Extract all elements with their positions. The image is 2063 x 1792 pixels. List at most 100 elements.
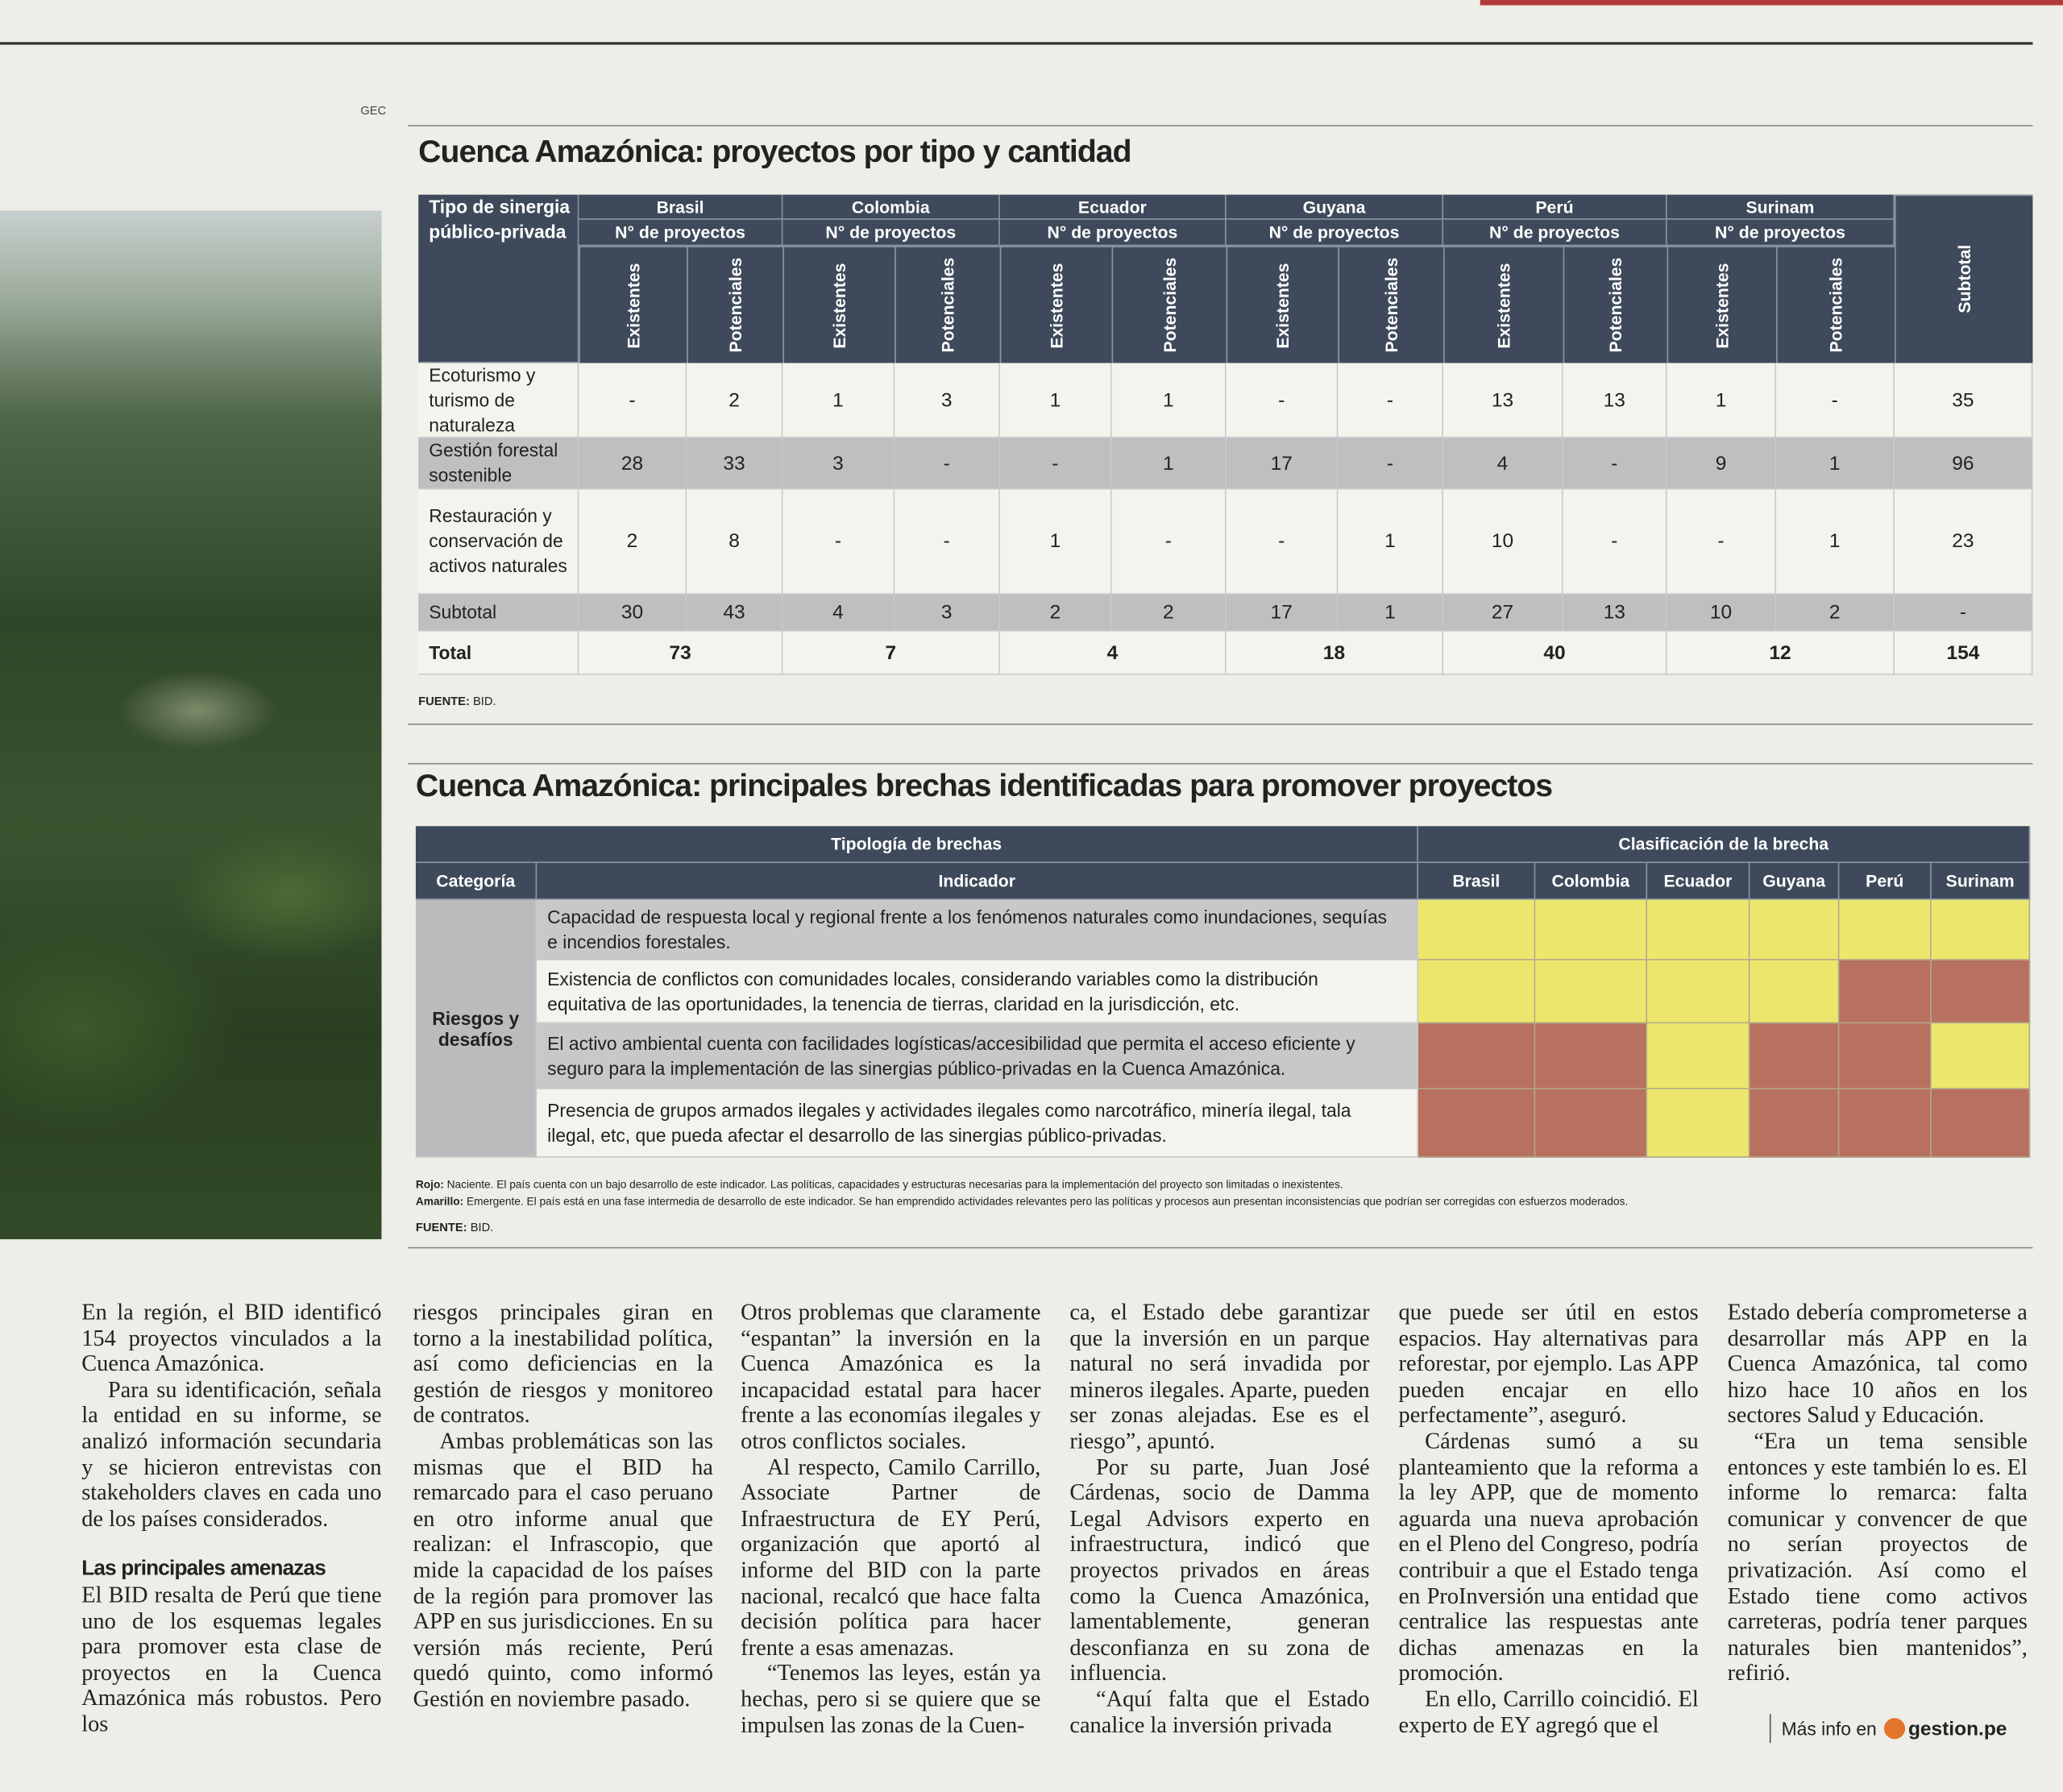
cell: - xyxy=(1667,489,1777,595)
legend-note: Rojo: Naciente. El país cuenta con un ba… xyxy=(416,1177,1343,1190)
rating-cell xyxy=(1418,960,1536,1024)
cell: 1 xyxy=(999,489,1112,595)
cell: 33 xyxy=(687,438,783,490)
rating-cell xyxy=(1839,960,1932,1024)
potential-header: Potenciales xyxy=(1776,246,1895,363)
header-cell: Tipo de sinergia público-privada xyxy=(418,194,579,363)
rating-cell xyxy=(1418,1089,1536,1158)
row-label: Subtotal xyxy=(418,594,579,632)
indicator-cell: Presencia de grupos armados ilegales y a… xyxy=(537,1089,1418,1158)
cell: 17 xyxy=(1226,594,1339,632)
group-header: Tipología de brechas xyxy=(415,826,1418,864)
rating-cell xyxy=(1418,899,1536,960)
count-header: N° de proyectos xyxy=(782,219,1000,247)
rating-cell xyxy=(1647,1023,1750,1089)
article-column: riesgos principales giran en torno a la … xyxy=(413,1299,713,1712)
paragraph: En la región, el BID identificó 154 proy… xyxy=(81,1298,382,1377)
potential-header: Potenciales xyxy=(895,246,1000,363)
total-cell: 7 xyxy=(782,631,1000,675)
potential-header: Potenciales xyxy=(687,246,783,363)
site-name: gestion.pe xyxy=(1907,1717,2007,1740)
cell: 27 xyxy=(1443,594,1563,632)
source-label: FUENTE: xyxy=(418,695,470,708)
rating-cell xyxy=(1839,899,1932,960)
cell: 4 xyxy=(782,594,895,632)
potential-header: Potenciales xyxy=(1338,246,1444,363)
cell: - xyxy=(1563,438,1667,490)
group-header: Clasificación de la brecha xyxy=(1418,826,2031,864)
total-cell: 18 xyxy=(1226,631,1444,675)
rule xyxy=(408,723,2033,725)
country-header: Brasil xyxy=(1418,863,1536,900)
forest-photo xyxy=(0,210,382,1239)
cell: 1 xyxy=(1776,489,1895,595)
table-title: Cuenca Amazónica: proyectos por tipo y c… xyxy=(418,134,1131,170)
cell: 28 xyxy=(579,438,687,490)
rating-cell xyxy=(1418,1023,1536,1089)
source: FUENTE: BID. xyxy=(416,1221,493,1234)
total-cell: 4 xyxy=(999,631,1227,675)
row-label: Restauración y conservación de activos n… xyxy=(418,489,579,595)
rating-cell xyxy=(1750,899,1840,960)
count-header: N° de proyectos xyxy=(1226,219,1444,247)
cell: - xyxy=(1895,594,2033,632)
total-cell: 12 xyxy=(1667,631,1895,675)
cell: - xyxy=(1338,363,1444,438)
rating-cell xyxy=(1750,1023,1840,1089)
country-header: Ecuador xyxy=(999,194,1227,220)
more-info: Más info en gestion.pe xyxy=(1769,1714,2007,1744)
cell: 1 xyxy=(1111,363,1227,438)
cell: 96 xyxy=(1895,438,2033,490)
cell: - xyxy=(1338,438,1444,490)
category-header: Categoría xyxy=(415,863,538,900)
existing-header: Existentes xyxy=(1443,246,1563,363)
total-cell: 73 xyxy=(579,631,783,675)
rating-cell xyxy=(1750,1089,1840,1158)
existing-header: Existentes xyxy=(999,246,1112,363)
paragraph: “Aquí falta que el Estado canalice la in… xyxy=(1069,1685,1370,1737)
potential-header: Potenciales xyxy=(1111,246,1227,363)
existing-header: Existentes xyxy=(1667,246,1777,363)
country-header: Surinam xyxy=(1931,863,2031,900)
table-title: Cuenca Amazónica: principales brechas id… xyxy=(415,768,1553,804)
indicator-cell: Capacidad de respuesta local y regional … xyxy=(537,899,1418,960)
paragraph: “Tenemos las leyes, están ya hechas, per… xyxy=(741,1659,1041,1737)
legend-label: Amarillo: xyxy=(415,1194,464,1208)
top-rule xyxy=(0,42,2033,45)
rating-cell xyxy=(1931,1023,2031,1089)
more-info-text: Más info en xyxy=(1781,1718,1877,1740)
cell: 2 xyxy=(999,594,1112,632)
potential-header: Potenciales xyxy=(1563,246,1667,363)
cell: - xyxy=(1776,363,1895,438)
country-header: Colombia xyxy=(1535,863,1648,900)
article-column: Otros problemas que claramente “espantan… xyxy=(741,1299,1041,1738)
cell: 2 xyxy=(687,363,783,438)
rating-cell xyxy=(1535,960,1648,1024)
rating-cell xyxy=(1647,960,1750,1024)
cell: 23 xyxy=(1895,489,2033,595)
cell: - xyxy=(1226,363,1339,438)
cell: 17 xyxy=(1226,438,1339,490)
cell: - xyxy=(579,363,687,438)
count-header: N° de proyectos xyxy=(1443,219,1667,247)
country-header: Guyana xyxy=(1750,863,1840,900)
source-text: BID. xyxy=(472,695,496,708)
cell: 1 xyxy=(1667,363,1777,438)
row-label: Gestión forestal sostenible xyxy=(418,438,579,490)
cell: 30 xyxy=(579,594,687,632)
article-column: ca, el Estado debe garantizar que la inv… xyxy=(1069,1299,1370,1738)
country-header: Perú xyxy=(1839,863,1932,900)
paragraph: Cárdenas sumó a su planteamiento que la … xyxy=(1398,1427,1699,1686)
cell: 1 xyxy=(1776,438,1895,490)
rating-cell xyxy=(1535,1089,1648,1158)
cell: 13 xyxy=(1443,363,1563,438)
paragraph: El BID resalta de Perú que tiene uno de … xyxy=(81,1581,382,1736)
photo-credit: GEC xyxy=(360,103,387,118)
count-header: N° de proyectos xyxy=(999,219,1227,247)
cell: 1 xyxy=(1111,438,1227,490)
logo-icon xyxy=(1884,1718,1906,1740)
count-header: N° de proyectos xyxy=(579,219,783,247)
country-header: Surinam xyxy=(1667,194,1895,220)
